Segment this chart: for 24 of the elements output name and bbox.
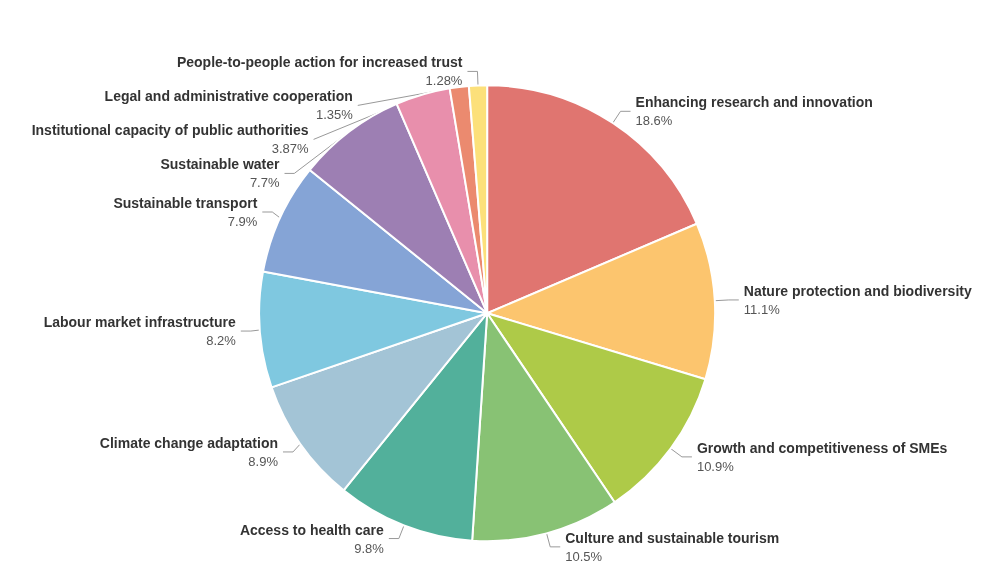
data-label: 10.5% xyxy=(565,548,603,564)
data-label: 9.8% xyxy=(354,540,385,556)
slice-label: Sustainable transport xyxy=(113,195,258,212)
data-label: 8.9% xyxy=(248,453,279,469)
data-label: 1.35% xyxy=(315,107,354,123)
slice-label: Culture and sustainable tourism xyxy=(565,529,780,546)
data-label: 1.28% xyxy=(425,73,463,89)
slice-label: Growth and competitiveness of SMEs xyxy=(696,439,948,456)
data-label: 3.87% xyxy=(271,141,310,157)
slice-label: Enhancing research and innovation xyxy=(635,94,873,111)
slice-label: Legal and administrative cooperation xyxy=(104,88,353,105)
data-label: 7.9% xyxy=(227,214,258,230)
slice-label: Sustainable water xyxy=(160,156,281,173)
slice-label: People-to-people action for increased trust xyxy=(176,54,463,71)
data-label: 11.1% xyxy=(743,301,781,317)
slice-label: Labour market infrastructure xyxy=(43,314,237,331)
slice-label: Climate change adaptation xyxy=(99,434,278,451)
slice-label: Nature protection and biodiversity xyxy=(743,282,972,299)
data-label: 7.7% xyxy=(249,175,280,191)
slice-label: Access to health care xyxy=(239,521,385,538)
slice-label: Institutional capacity of public authorities xyxy=(31,122,309,139)
data-label: 8.2% xyxy=(206,333,237,349)
data-label: 18.6% xyxy=(635,113,673,129)
data-label: 10.9% xyxy=(696,458,735,474)
